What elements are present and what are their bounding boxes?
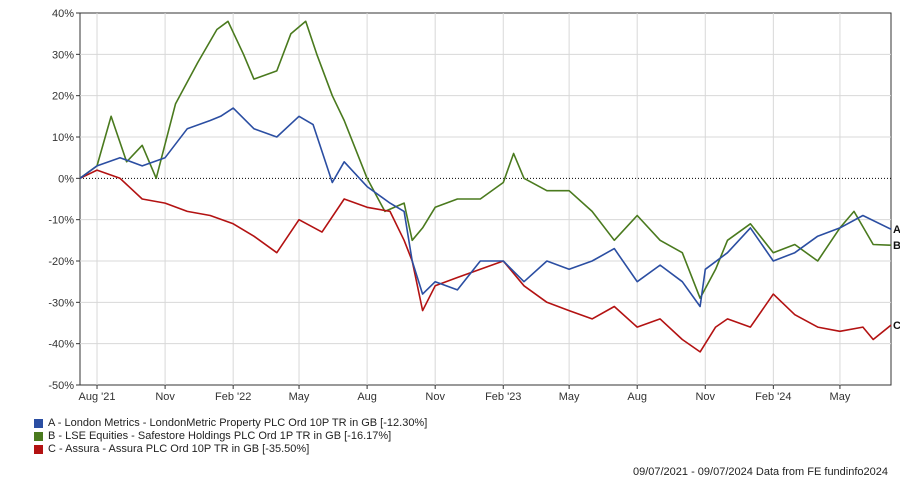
legend-item-c: C - Assura - Assura PLC Ord 10P TR in GB… bbox=[34, 443, 427, 456]
y-tick-label: -20% bbox=[48, 256, 74, 268]
legend-label-b: B - LSE Equities - Safestore Holdings PL… bbox=[48, 430, 392, 442]
series-line-b bbox=[79, 20, 892, 300]
legend-label-c: C - Assura - Assura PLC Ord 10P TR in GB… bbox=[48, 443, 310, 455]
x-tick-label: Aug '21 bbox=[79, 391, 116, 403]
grid bbox=[76, 12, 891, 389]
x-tick-label: Aug bbox=[357, 391, 377, 403]
x-tick-label: Aug bbox=[627, 391, 647, 403]
legend-item-a: A - London Metrics - LondonMetric Proper… bbox=[34, 417, 427, 430]
y-tick-label: 20% bbox=[52, 91, 74, 103]
series-end-label-c: C bbox=[893, 320, 900, 332]
plot-area bbox=[79, 12, 892, 386]
footer-date-range: 09/07/2021 - 09/07/2024 bbox=[632, 466, 753, 478]
x-tick-label: Nov bbox=[695, 391, 715, 403]
x-tick-label: Nov bbox=[155, 391, 175, 403]
x-tick-label: May bbox=[289, 391, 310, 403]
y-tick-label: -40% bbox=[48, 339, 74, 351]
series-end-label-a: A bbox=[893, 224, 900, 236]
series-line-a bbox=[79, 107, 892, 308]
x-tick-label: May bbox=[559, 391, 580, 403]
x-tick-label: Feb '23 bbox=[485, 391, 521, 403]
y-tick-label: 10% bbox=[52, 132, 74, 144]
legend: A - London Metrics - LondonMetric Proper… bbox=[34, 417, 427, 456]
legend-swatch-b bbox=[34, 432, 43, 441]
x-tick-label: Nov bbox=[425, 391, 445, 403]
x-tick-label: Feb '22 bbox=[215, 391, 251, 403]
chart-svg: 40% 30% 20% 10% 0% -10% -20% -30% -40% -50% Aug '2… bbox=[48, 8, 900, 403]
y-tick-label: -50% bbox=[48, 380, 74, 392]
x-tick-label: May bbox=[830, 391, 851, 403]
y-tick-label: 30% bbox=[52, 49, 74, 61]
axis-labels: 40% 30% 20% 10% 0% -10% -20% -30% -40% -50% Aug '2… bbox=[48, 8, 900, 403]
footer-source: Data from FE fundinfo2024 bbox=[755, 466, 888, 478]
legend-label-a: A - London Metrics - LondonMetric Proper… bbox=[48, 417, 428, 429]
y-tick-label: 40% bbox=[52, 8, 74, 20]
footer: 09/07/2021 - 09/07/2024 Data from FE fun… bbox=[633, 466, 888, 478]
legend-swatch-a bbox=[34, 419, 43, 428]
y-tick-label: -30% bbox=[48, 297, 74, 309]
legend-item-b: B - LSE Equities - Safestore Holdings PL… bbox=[34, 430, 427, 443]
series-end-label-b: B bbox=[893, 240, 900, 252]
y-tick-label: 0% bbox=[58, 173, 74, 185]
y-tick-label: -10% bbox=[48, 215, 74, 227]
series-line-c bbox=[79, 169, 892, 353]
x-tick-label: Feb '24 bbox=[755, 391, 791, 403]
legend-swatch-c bbox=[34, 445, 43, 454]
series-lines bbox=[79, 20, 892, 353]
